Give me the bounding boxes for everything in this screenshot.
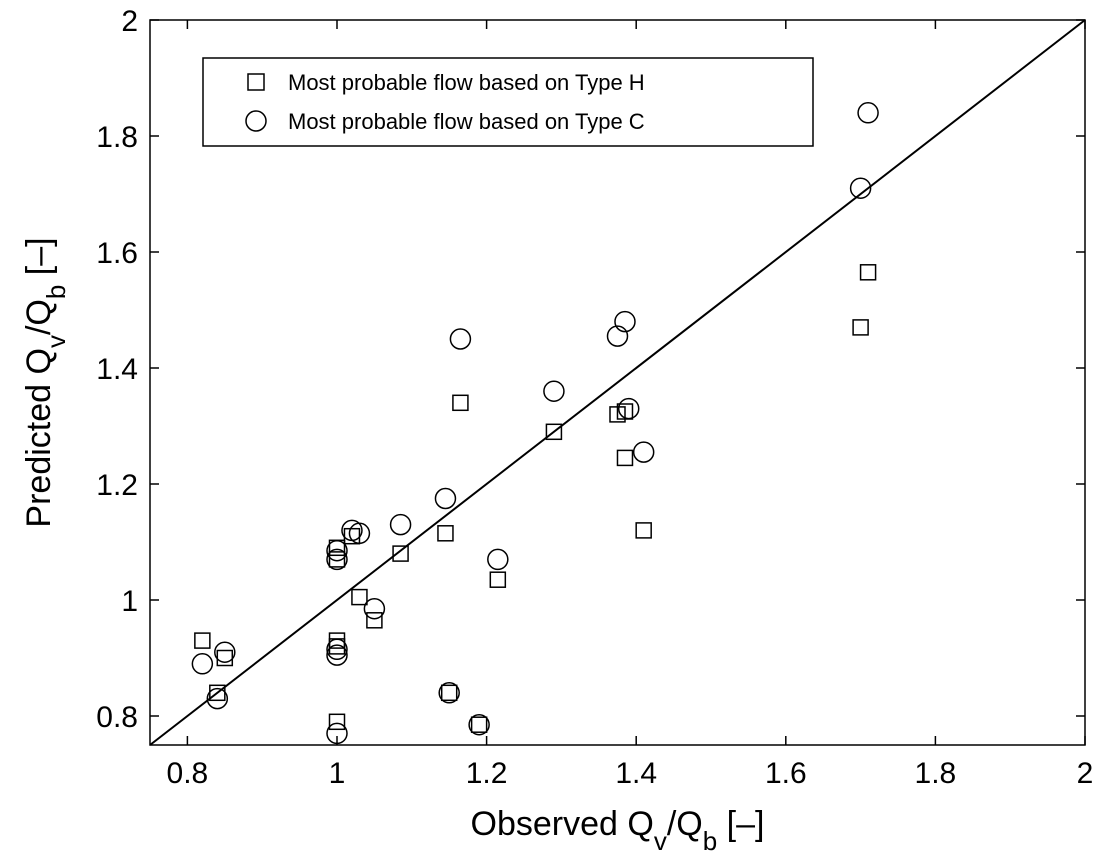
data-point-type-h	[470, 716, 488, 733]
data-point-type-c	[632, 441, 655, 463]
legend-box	[202, 57, 814, 147]
data-point-type-c	[438, 682, 460, 704]
data-point-type-c	[487, 548, 509, 571]
data-point-type-c	[614, 310, 636, 333]
data-point-type-c	[191, 653, 214, 675]
data-point-type-h	[859, 264, 877, 281]
data-point-type-h	[545, 423, 563, 441]
plot-area-frame	[149, 19, 1086, 746]
data-point-type-c	[326, 638, 348, 661]
data-point-type-c	[849, 177, 872, 199]
data-point-type-c	[606, 325, 629, 347]
data-point-type-c	[348, 522, 371, 545]
y-axis-label: Predicted Qv/Qb [–]	[20, 237, 71, 527]
data-point-type-h	[392, 545, 409, 562]
x-tick-label: 1.6	[765, 757, 807, 790]
x-tick-label: 1	[329, 757, 346, 790]
data-point-type-c	[434, 487, 457, 510]
identity-line	[149, 19, 1086, 746]
x-axis-label: Observed Qv/Qb [–]	[471, 805, 765, 855]
y-tick-label: 1.6	[96, 237, 138, 270]
legend-square-icon	[247, 73, 265, 91]
data-point-type-c	[326, 548, 348, 571]
legend: Most probable flow based on Type H Most …	[202, 57, 814, 147]
data-point-type-c	[468, 713, 490, 736]
axis-ticks: 0.8 1 1.2 1.4 1.6 1.8 2 0.8 1 1.2 1.4 1.6 1.8 2	[96, 5, 1093, 790]
y-tick-label: 1	[121, 585, 138, 618]
data-point-type-h	[216, 649, 234, 667]
data-marks	[191, 102, 879, 745]
y-tick-label: 1.4	[96, 353, 138, 386]
data-point-type-h	[852, 319, 869, 336]
data-point-type-h	[452, 394, 469, 412]
y-tick-label: 1.8	[96, 121, 138, 154]
data-point-type-c	[543, 380, 565, 402]
data-point-type-h	[328, 713, 346, 731]
x-tick-label: 1.8	[915, 757, 957, 790]
x-tick-label: 0.8	[167, 757, 209, 790]
data-point-type-c	[617, 397, 640, 420]
data-point-type-h	[437, 525, 454, 542]
data-point-type-h	[489, 571, 507, 588]
data-point-type-c	[389, 513, 412, 536]
data-point-type-h	[616, 449, 634, 467]
data-point-type-h	[328, 551, 346, 568]
x-tick-label: 1.2	[466, 757, 508, 790]
legend-circle-icon	[245, 110, 267, 132]
data-point-type-h	[366, 612, 383, 629]
data-point-type-h	[194, 632, 211, 649]
data-point-type-c	[857, 102, 879, 124]
data-point-type-c	[449, 328, 472, 350]
y-tick-label: 2	[121, 5, 138, 38]
legend-label-type-h: Most probable flow based on Type H	[288, 70, 645, 95]
y-tick-label: 1.2	[96, 469, 138, 502]
data-point-type-c	[363, 597, 386, 620]
legend-label-type-c: Most probable flow based on Type C	[288, 109, 645, 134]
y-tick-label: 0.8	[96, 701, 138, 734]
x-tick-label: 2	[1077, 757, 1094, 790]
data-point-type-c	[326, 644, 348, 666]
data-point-type-h	[635, 522, 652, 539]
data-point-type-h	[440, 684, 458, 702]
data-point-type-h	[351, 588, 368, 606]
data-point-type-c	[214, 641, 236, 663]
data-point-type-c	[326, 539, 348, 562]
data-point-type-h	[343, 527, 361, 545]
data-point-type-c	[206, 687, 229, 710]
x-tick-label: 1.4	[615, 757, 657, 790]
data-point-type-h	[616, 403, 634, 420]
data-point-type-h	[328, 632, 346, 649]
